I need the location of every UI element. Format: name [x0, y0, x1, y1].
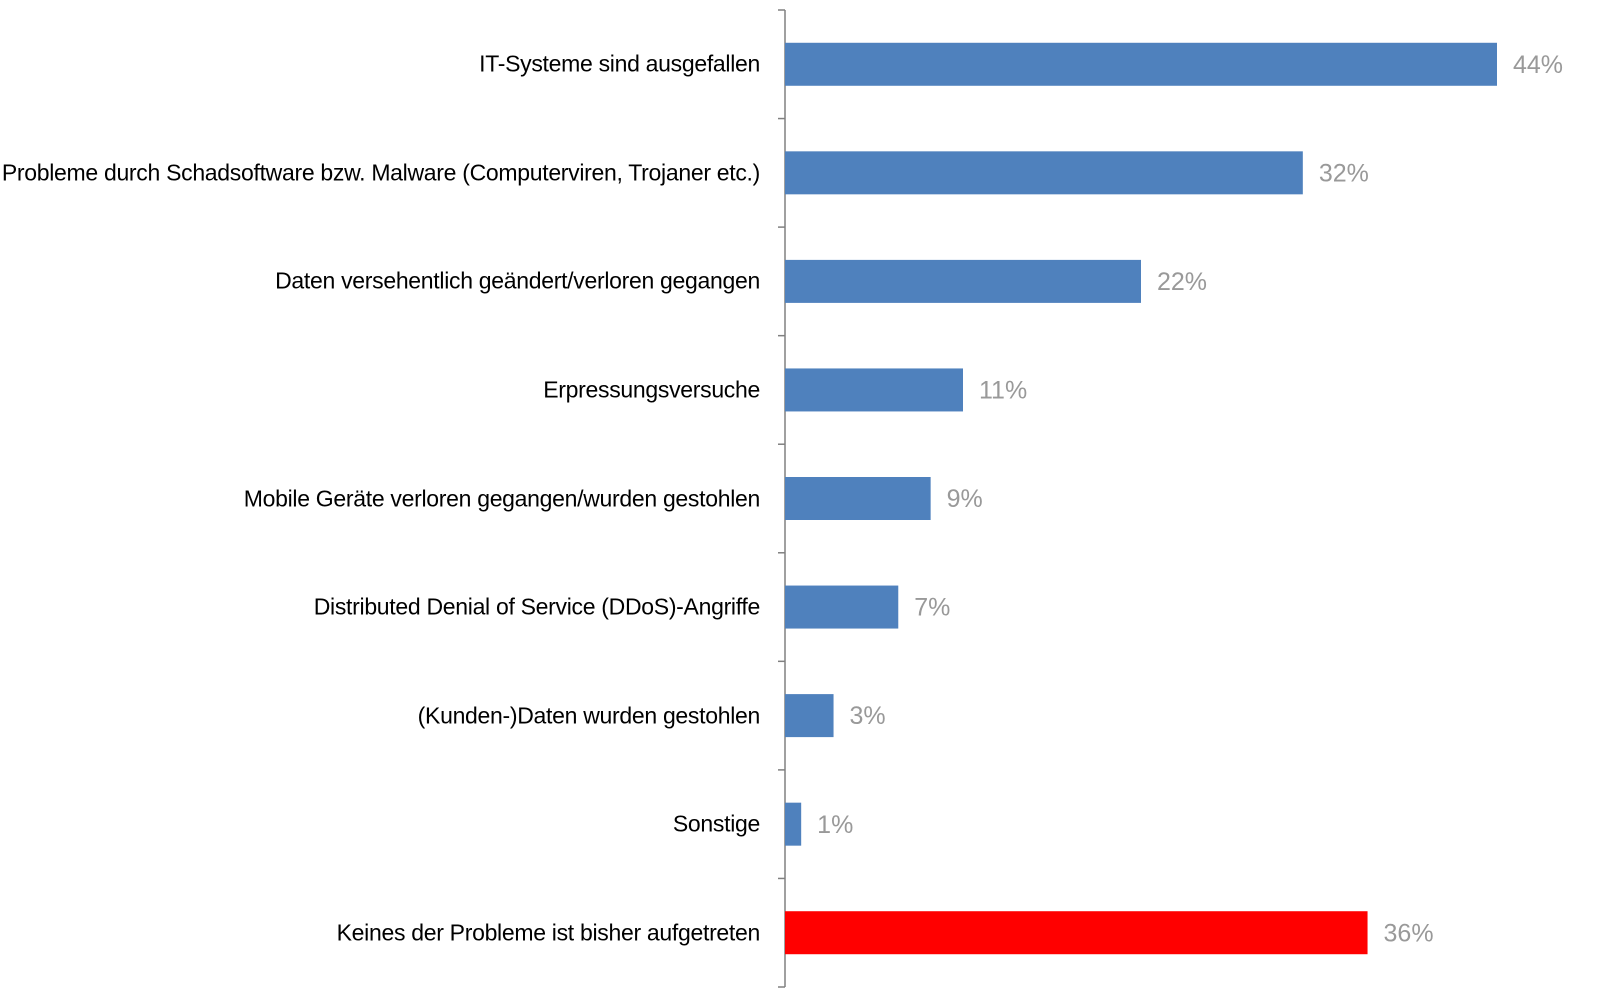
bar — [785, 368, 963, 412]
bar — [785, 911, 1368, 955]
bar — [785, 259, 1141, 303]
category-label: Distributed Denial of Service (DDoS)-Ang… — [313, 593, 761, 620]
bar — [785, 477, 931, 520]
value-label: 3% — [850, 702, 886, 730]
value-label: 7% — [914, 594, 950, 622]
value-label: 36% — [1384, 919, 1434, 947]
bar — [785, 694, 834, 738]
bar — [785, 42, 1497, 86]
bar — [785, 802, 802, 846]
category-label: Sonstige — [672, 810, 760, 837]
value-label: 22% — [1157, 268, 1207, 296]
category-label: Mobile Geräte verloren gegangen/wurden g… — [243, 485, 761, 511]
value-label: 9% — [947, 485, 983, 513]
value-label: 1% — [817, 811, 853, 839]
category-label: Daten versehentlich geändert/verloren ge… — [275, 267, 760, 294]
category-label: Keines der Probleme ist bisher aufgetret… — [336, 919, 761, 946]
value-label: 11% — [979, 377, 1027, 405]
bar — [785, 585, 899, 629]
category-label: Probleme durch Schadsoftware bzw. Malwar… — [1, 159, 760, 186]
value-label: 32% — [1319, 159, 1369, 187]
category-label: IT-Systeme sind ausgefallen — [479, 50, 760, 77]
bar — [785, 151, 1303, 195]
value-label: 44% — [1513, 51, 1563, 79]
category-label: (Kunden-)Daten wurden gestohlen — [417, 702, 761, 729]
category-label: Erpressungsversuche — [543, 376, 760, 403]
